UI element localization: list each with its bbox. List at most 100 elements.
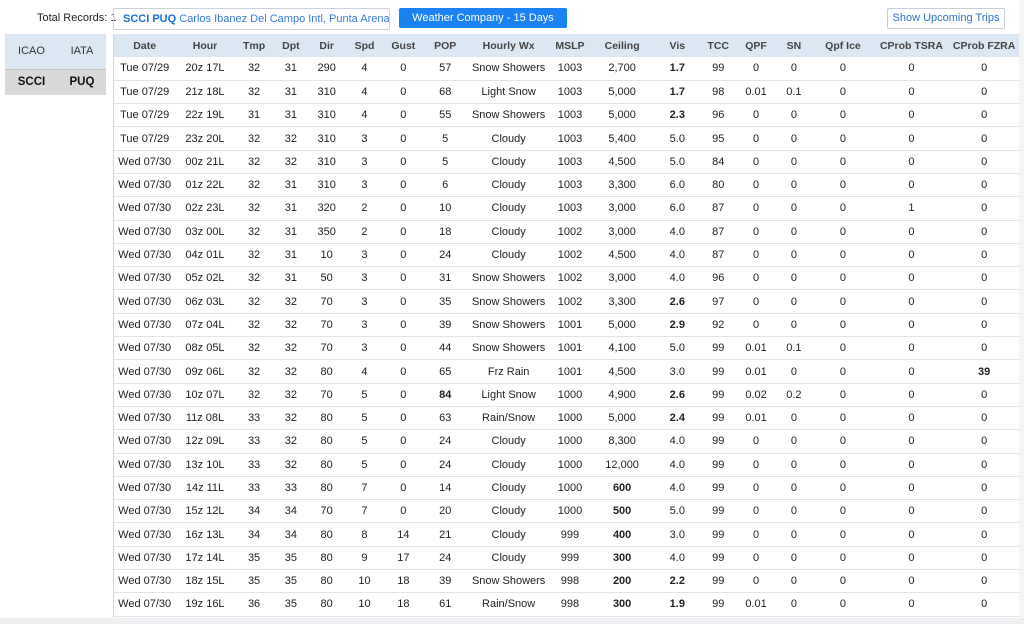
column-header-tcc[interactable]: TCC <box>700 34 736 57</box>
cell-mslp: 1003 <box>549 126 591 151</box>
table-row[interactable]: Wed 07/30 11z 08L 33 32 80 5 0 63 Rain/Snow 1000 5… <box>114 406 1019 431</box>
cell-spd: 2 <box>345 196 384 221</box>
table-row[interactable]: Wed 07/30 13z 10L 33 32 80 5 0 24 Cloudy 1000 12,0… <box>114 453 1019 477</box>
column-header-cprob-fzra[interactable]: CProb FZRA <box>948 34 1019 57</box>
cell-vis: 5.0 <box>653 499 701 524</box>
cell-gust: 0 <box>383 289 423 314</box>
cell-vis: 4.0 <box>653 453 701 477</box>
weather-company-15-days-button[interactable]: Weather Company - 15 Days <box>399 8 567 28</box>
cell-pop: 24 <box>422 546 468 571</box>
table-row[interactable]: Wed 07/30 08z 05L 32 32 70 3 0 44 Snow Showers 10… <box>114 336 1019 361</box>
cell-qpf-ice: 0 <box>811 150 875 174</box>
cell-spd: 5 <box>345 453 384 477</box>
show-upcoming-trips-button[interactable]: Show Upcoming Trips <box>887 8 1005 29</box>
cell-qpf: 0 <box>735 150 777 174</box>
column-header-dpt[interactable]: Dpt <box>273 34 309 57</box>
cell-qpf: 0 <box>735 453 777 477</box>
cell-ceiling: 4,500 <box>590 150 654 174</box>
table-row[interactable]: Wed 07/30 16z 13L 34 34 80 8 14 21 Cloudy 999 400 3… <box>114 522 1019 547</box>
column-header-qpf[interactable]: QPF <box>735 34 777 57</box>
cell-qpf: 0 <box>735 429 777 454</box>
cell-tcc: 99 <box>700 429 736 454</box>
cell-qpf-ice: 0 <box>811 126 875 151</box>
cell-qpf-ice: 0 <box>811 522 875 547</box>
cell-dpt: 31 <box>273 57 309 81</box>
column-header-spd[interactable]: Spd <box>345 34 384 57</box>
cell-spd: 3 <box>345 336 384 361</box>
cell-hourly-wx: Light Snow <box>467 80 550 105</box>
cell-qpf-ice: 0 <box>811 220 875 244</box>
column-header-mslp[interactable]: MSLP <box>549 34 591 57</box>
cell-gust: 18 <box>383 592 423 617</box>
cell-ceiling: 8,300 <box>590 429 654 454</box>
cell-tcc: 80 <box>700 173 736 198</box>
cell-mslp: 1000 <box>549 406 591 431</box>
cell-hourly-wx: Cloudy <box>467 196 550 221</box>
table-row[interactable]: Tue 07/29 20z 17L 32 31 290 4 0 57 Snow Showers 1… <box>114 57 1019 81</box>
cell-date: Wed 07/30 <box>114 592 176 617</box>
cell-dpt: 31 <box>273 220 309 244</box>
cell-ceiling: 5,000 <box>590 103 654 128</box>
cell-sn: 0 <box>776 453 812 477</box>
cell-ceiling: 12,000 <box>590 453 654 477</box>
cell-cprob-fzra: 0 <box>948 196 1019 221</box>
table-row[interactable]: Wed 07/30 01z 22L 32 31 310 3 0 6 Cloudy 1003 3,30… <box>114 173 1019 198</box>
table-row[interactable]: Wed 07/30 17z 14L 35 35 80 9 17 24 Cloudy 999 300 4… <box>114 546 1019 571</box>
table-row[interactable]: Wed 07/30 14z 11L 33 33 80 7 0 14 Cloudy 1000 600 4… <box>114 476 1019 501</box>
cell-dir: 80 <box>308 546 346 571</box>
table-row[interactable]: Wed 07/30 06z 03L 32 32 70 3 0 35 Snow Showers 10… <box>114 289 1019 314</box>
cell-gust: 17 <box>383 546 423 571</box>
table-row[interactable]: Wed 07/30 15z 12L 34 34 70 7 0 20 Cloudy 1000 500 5… <box>114 499 1019 524</box>
cell-pop: 18 <box>422 220 468 244</box>
cell-ceiling: 200 <box>590 569 654 594</box>
table-row[interactable]: Tue 07/29 23z 20L 32 32 310 3 0 5 Cloudy 1003 5,40… <box>114 126 1019 151</box>
table-row[interactable]: Wed 07/30 03z 00L 32 31 350 2 0 18 Cloudy 1002 3,0… <box>114 220 1019 244</box>
column-header-qpf-ice[interactable]: Qpf Ice <box>811 34 875 57</box>
table-row[interactable]: Wed 07/30 09z 06L 32 32 80 4 0 65 Frz Rain 1001 4,… <box>114 359 1019 384</box>
cell-cprob-fzra: 0 <box>948 313 1019 338</box>
table-row[interactable]: Wed 07/30 18z 15L 35 35 80 10 18 39 Snow Showers… <box>114 569 1019 594</box>
cell-qpf: 0 <box>735 243 777 268</box>
vertical-scrollbar[interactable] <box>1019 0 1024 624</box>
column-header-gust[interactable]: Gust <box>383 34 423 57</box>
cell-hourly-wx: Snow Showers <box>467 103 550 128</box>
table-row[interactable]: Wed 07/30 12z 09L 33 32 80 5 0 24 Cloudy 1000 8,30… <box>114 429 1019 454</box>
table-row[interactable]: Wed 07/30 04z 01L 32 31 10 3 0 24 Cloudy 1002 4,50… <box>114 243 1019 268</box>
table-row[interactable]: Wed 07/30 02z 23L 32 31 320 2 0 10 Cloudy 1003 3,0… <box>114 196 1019 221</box>
column-header-date[interactable]: Date <box>114 34 176 57</box>
column-header-hour[interactable]: Hour <box>175 34 235 57</box>
table-row[interactable]: Tue 07/29 22z 19L 31 31 310 4 0 55 Snow Showers 1… <box>114 103 1019 128</box>
cell-sn: 0 <box>776 406 812 431</box>
cell-ceiling: 300 <box>590 592 654 617</box>
cell-tcc: 96 <box>700 266 736 291</box>
column-header-ceiling[interactable]: Ceiling <box>590 34 654 57</box>
column-header-hourly-wx[interactable]: Hourly Wx <box>467 34 550 57</box>
cell-cprob-fzra: 0 <box>948 429 1019 454</box>
cell-hourly-wx: Rain/Snow <box>467 406 550 431</box>
column-header-cprob-tsra[interactable]: CProb TSRA <box>874 34 949 57</box>
cell-mslp: 1000 <box>549 476 591 501</box>
cell-cprob-fzra: 0 <box>948 266 1019 291</box>
forecast-table-container[interactable]: Date Hour Tmp Dpt Dir Spd Gust POP Hourly Wx MSLP… <box>113 34 1019 620</box>
cell-date: Tue 07/29 <box>114 57 176 81</box>
station-selector[interactable]: SCCI PUQ Carlos Ibanez Del Campo Intl, P… <box>113 8 390 30</box>
cell-dpt: 32 <box>273 289 309 314</box>
station-id-row[interactable]: SCCI PUQ <box>5 68 106 95</box>
table-row[interactable]: Wed 07/30 05z 02L 32 31 50 3 0 31 Snow Showers 10… <box>114 266 1019 291</box>
cell-dpt: 31 <box>273 266 309 291</box>
column-header-dir[interactable]: Dir <box>308 34 346 57</box>
cell-vis: 3.0 <box>653 359 701 384</box>
cell-mslp: 1003 <box>549 150 591 174</box>
column-header-tmp[interactable]: Tmp <box>234 34 274 57</box>
cell-sn: 0 <box>776 592 812 617</box>
cell-sn: 0 <box>776 289 812 314</box>
table-row[interactable]: Wed 07/30 00z 21L 32 32 310 3 0 5 Cloudy 1003 4,50… <box>114 150 1019 174</box>
column-header-pop[interactable]: POP <box>422 34 468 57</box>
column-header-vis[interactable]: Vis <box>653 34 701 57</box>
table-row[interactable]: Tue 07/29 21z 18L 32 31 310 4 0 68 Light Snow 100… <box>114 80 1019 105</box>
table-row[interactable]: Wed 07/30 07z 04L 32 32 70 3 0 39 Snow Showers 10… <box>114 313 1019 338</box>
table-row[interactable]: Wed 07/30 10z 07L 32 32 70 5 0 84 Light Snow 1000… <box>114 383 1019 407</box>
horizontal-scrollbar[interactable] <box>0 618 1024 624</box>
table-row[interactable]: Wed 07/30 19z 16L 36 35 80 10 18 61 Rain/Snow 998… <box>114 592 1019 617</box>
column-header-sn[interactable]: SN <box>776 34 812 57</box>
